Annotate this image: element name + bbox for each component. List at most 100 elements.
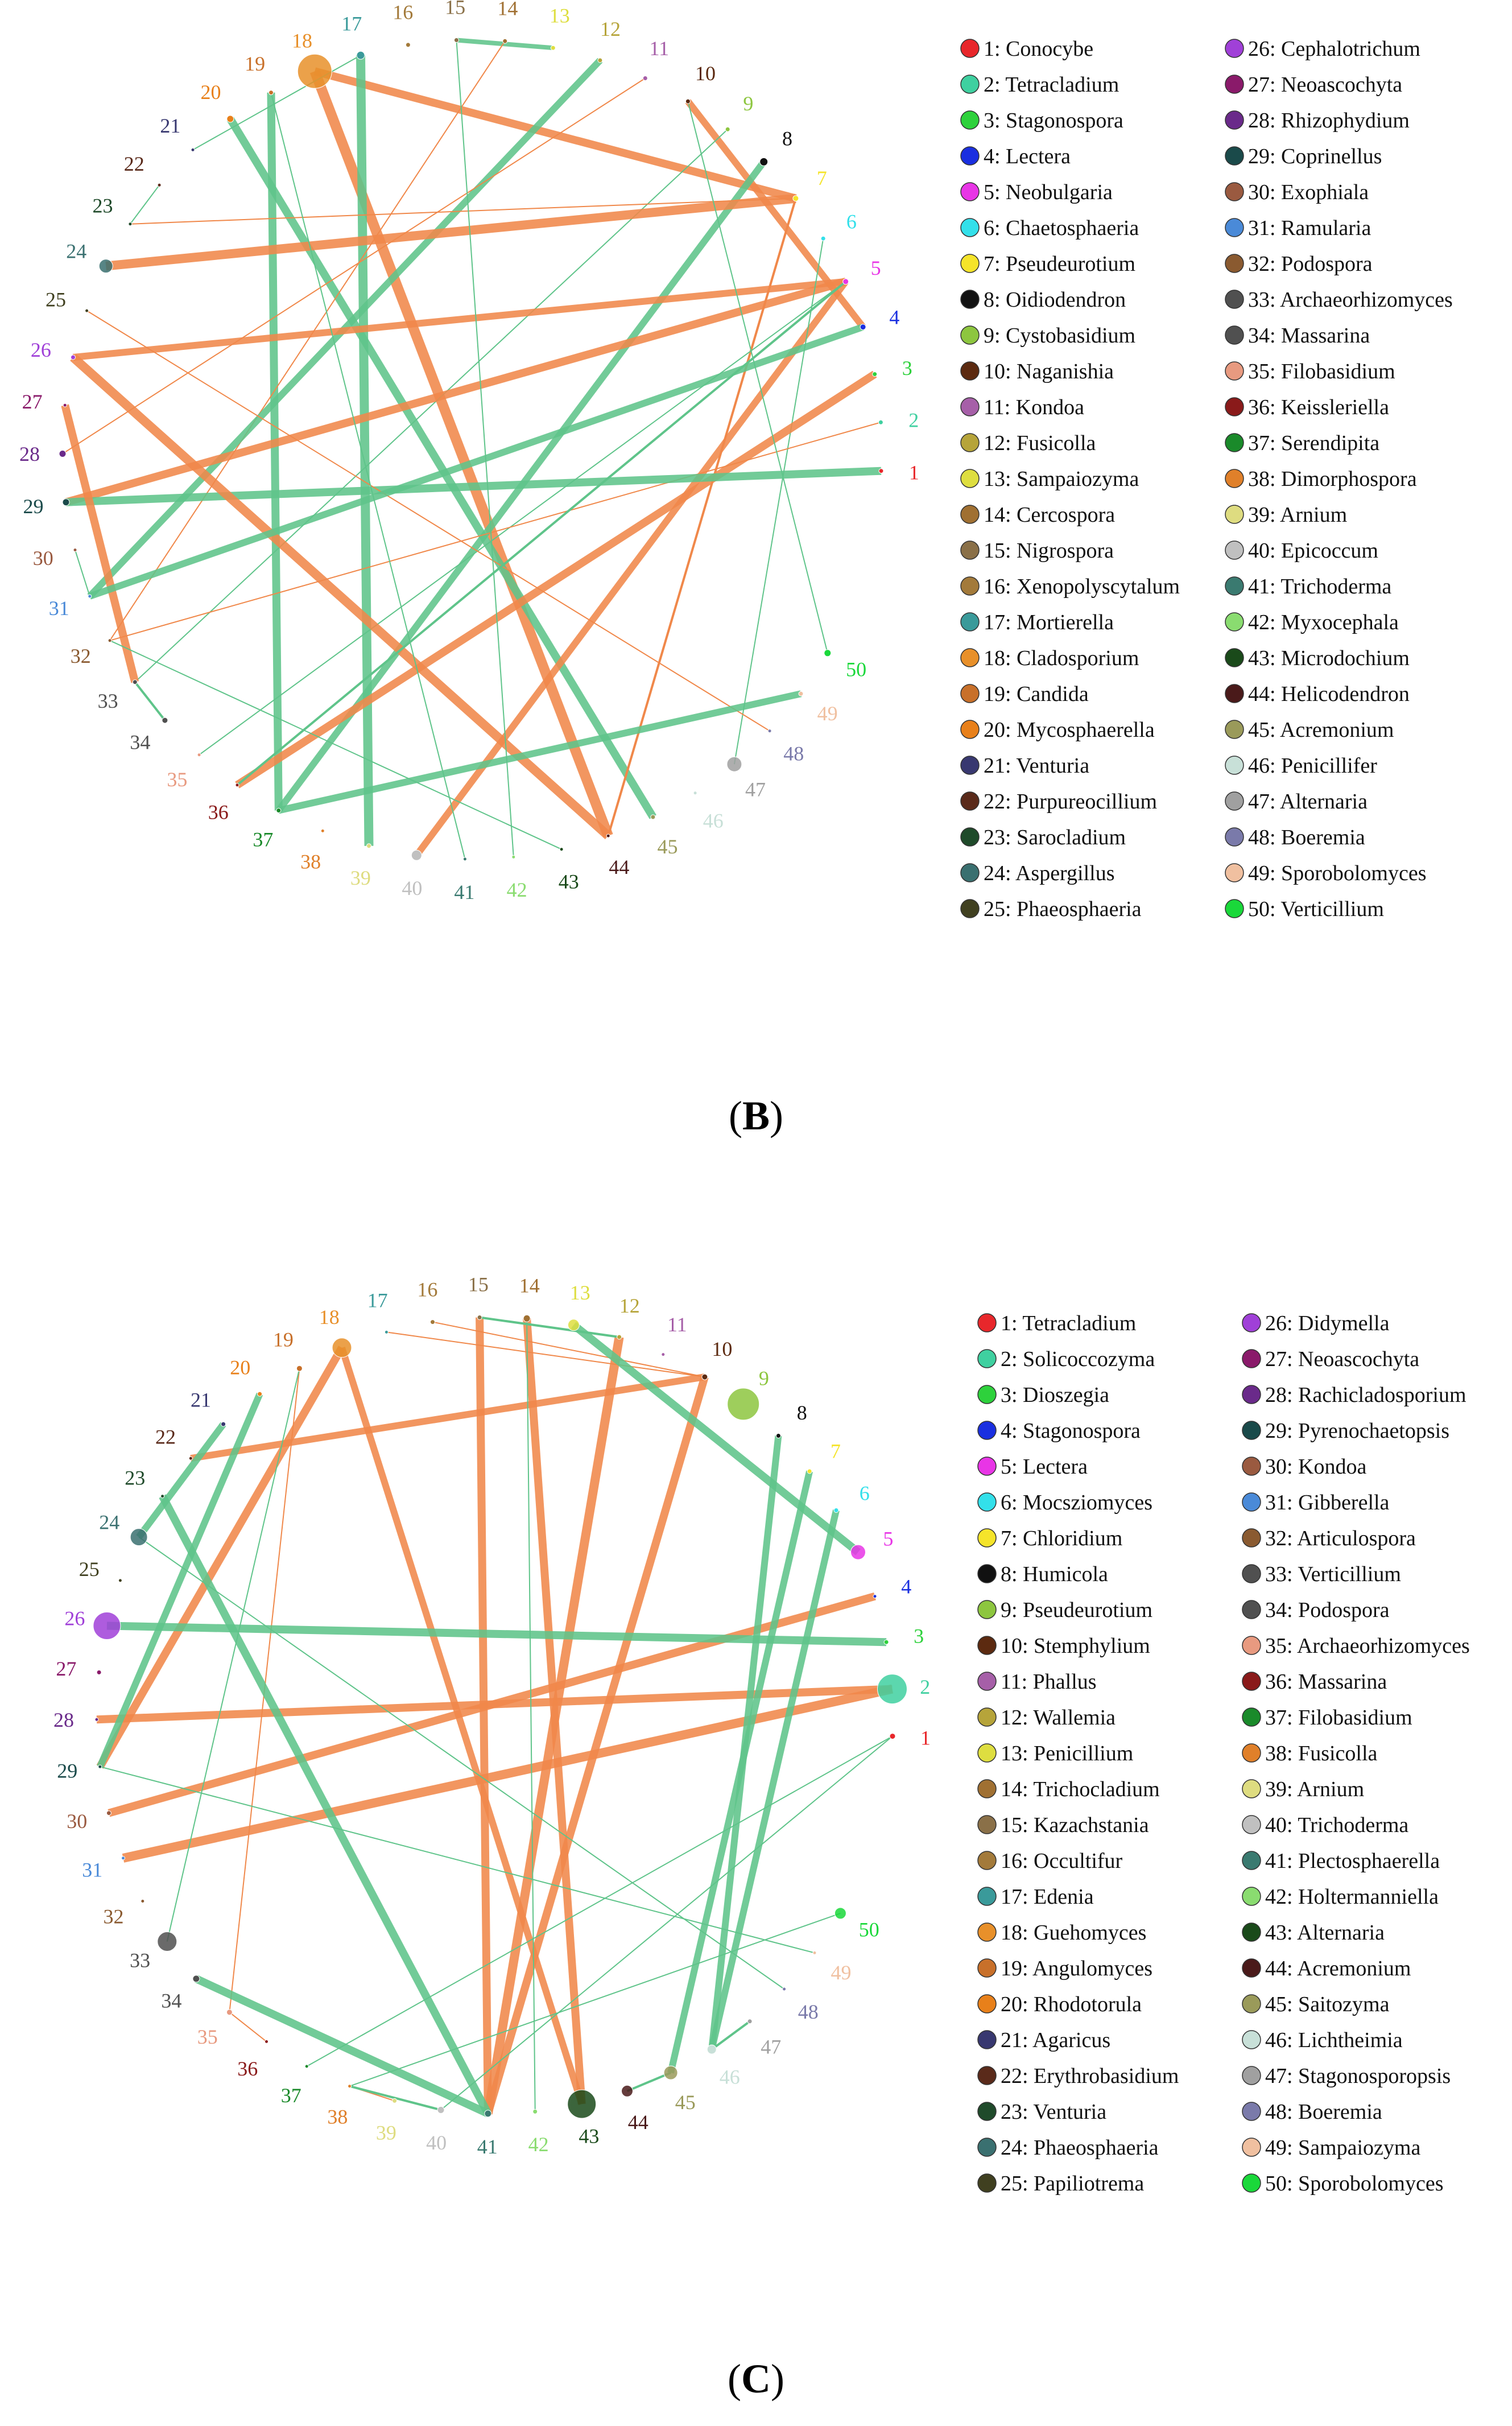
node-label-48: 48 [798, 2000, 819, 2023]
node-29 [98, 1764, 102, 1769]
edge-5-35 [199, 281, 846, 756]
legend-swatch-9 [960, 325, 980, 345]
legend-entry-25: 25: Papiliotrema [1001, 2172, 1144, 2196]
legend-entry-20: 20: Mycosphaerella [984, 718, 1155, 742]
node-label-3: 3 [914, 1625, 924, 1648]
legend-entry-12: 12: Fusicolla [984, 431, 1096, 455]
legend-entry-13: 13: Penicillium [1001, 1742, 1133, 1765]
legend-entry-19: 19: Angulomyces [1001, 1957, 1152, 1981]
legend-entry-25: 25: Phaeosphaeria [984, 897, 1142, 921]
edge-16-10 [432, 1321, 705, 1378]
panel-b-edges [61, 38, 882, 860]
node-label-2: 2 [920, 1676, 930, 1698]
legend-swatch-7 [977, 1528, 997, 1548]
node-49 [812, 1950, 817, 1955]
node-50 [824, 649, 832, 657]
legend-swatch-45 [1242, 1994, 1261, 2014]
legend-entry-13: 13: Sampaiozyma [984, 467, 1139, 491]
edge-1-29 [65, 467, 882, 506]
legend-swatch-27 [1242, 1349, 1261, 1368]
node-label-37: 37 [253, 828, 273, 851]
edge-13-5 [571, 1322, 861, 1556]
legend-entry-12: 12: Wallemia [1001, 1706, 1116, 1730]
edge-18-29 [96, 1346, 346, 1769]
legend-swatch-2 [977, 1349, 997, 1368]
legend-entry-37: 37: Filobasidium [1265, 1706, 1412, 1730]
legend-entry-30: 30: Exophiala [1248, 180, 1369, 204]
legend-entry-27: 27: Neoascochyta [1248, 73, 1402, 97]
legend-entry-15: 15: Kazachstania [1001, 1813, 1149, 1837]
legend-entry-23: 23: Venturia [1001, 2100, 1106, 2124]
node-22 [157, 183, 162, 187]
edge-3-36 [235, 370, 877, 789]
legend-entry-6: 6: Chaetosphaeria [984, 216, 1139, 240]
legend-swatch-39 [1225, 505, 1244, 524]
edge-25-48 [86, 310, 770, 732]
edge-14-32 [109, 40, 506, 641]
legend-swatch-1 [977, 1313, 997, 1332]
node-20 [226, 115, 234, 123]
node-28 [94, 1717, 99, 1722]
edge-23-41 [159, 1494, 491, 2116]
legend-swatch-10 [960, 361, 980, 381]
node-10 [685, 98, 691, 104]
legend-entry-11: 11: Phallus [1001, 1670, 1097, 1694]
node-label-9: 9 [743, 92, 753, 115]
edge-2-31 [122, 1684, 894, 1863]
node-35 [197, 753, 201, 757]
node-25 [118, 1578, 122, 1583]
node-label-29: 29 [57, 1760, 77, 1783]
legend-entry-7: 7: Pseudeurotium [984, 252, 1135, 276]
panel-c-caption: (C) [728, 2356, 784, 2402]
network-panel-b: 1234567891011121314151617181920212223242… [19, 0, 1453, 921]
node-12 [597, 57, 603, 63]
legend-swatch-35 [1242, 1636, 1261, 1655]
legend-swatch-40 [1242, 1815, 1261, 1834]
edge-19-41 [270, 92, 466, 860]
node-label-12: 12 [619, 1294, 640, 1317]
legend-entry-38: 38: Dimorphospora [1248, 467, 1417, 491]
legend-swatch-28 [1242, 1385, 1261, 1404]
edge-47-46 [711, 2020, 751, 2050]
node-label-43: 43 [579, 2125, 599, 2148]
node-label-41: 41 [477, 2135, 498, 2158]
node-4 [873, 1594, 877, 1599]
legend-entry-24: 24: Aspergillus [984, 861, 1115, 885]
node-40 [411, 849, 422, 861]
node-21 [191, 147, 195, 152]
node-label-43: 43 [559, 870, 579, 893]
legend-swatch-9 [977, 1600, 997, 1619]
legend-swatch-4 [960, 146, 980, 166]
legend-swatch-11 [960, 397, 980, 416]
node-label-30: 30 [33, 547, 53, 570]
edge-36-5 [236, 280, 846, 786]
legend-swatch-21 [977, 2030, 997, 2049]
legend-swatch-23 [960, 827, 980, 847]
node-1 [889, 1733, 896, 1740]
legend-entry-17: 17: Mortierella [984, 610, 1114, 634]
node-1 [878, 468, 884, 474]
legend-swatch-46 [1242, 2030, 1261, 2049]
legend-swatch-5 [977, 1457, 997, 1476]
node-16 [405, 42, 411, 48]
edge-10-50 [687, 101, 828, 654]
legend-swatch-17 [960, 612, 980, 632]
legend-swatch-47 [1242, 2066, 1261, 2085]
legend-entry-32: 32: Podospora [1248, 252, 1373, 276]
node-41 [462, 857, 467, 861]
legend-swatch-5 [960, 182, 980, 201]
legend-swatch-16 [960, 576, 980, 596]
node-22 [188, 1456, 193, 1460]
node-label-50: 50 [859, 1918, 879, 1941]
edge-17-10 [386, 1331, 705, 1378]
legend-entry-2: 2: Solicoccozyma [1001, 1347, 1155, 1371]
node-41 [484, 2110, 492, 2118]
node-label-33: 33 [98, 690, 118, 712]
panel-c-nodes [93, 1314, 907, 2119]
edge-10-41 [484, 1376, 709, 2115]
node-label-13: 13 [570, 1281, 590, 1304]
node-30 [73, 548, 77, 552]
node-39 [366, 843, 371, 849]
node-7 [792, 195, 799, 202]
node-label-40: 40 [402, 877, 422, 900]
